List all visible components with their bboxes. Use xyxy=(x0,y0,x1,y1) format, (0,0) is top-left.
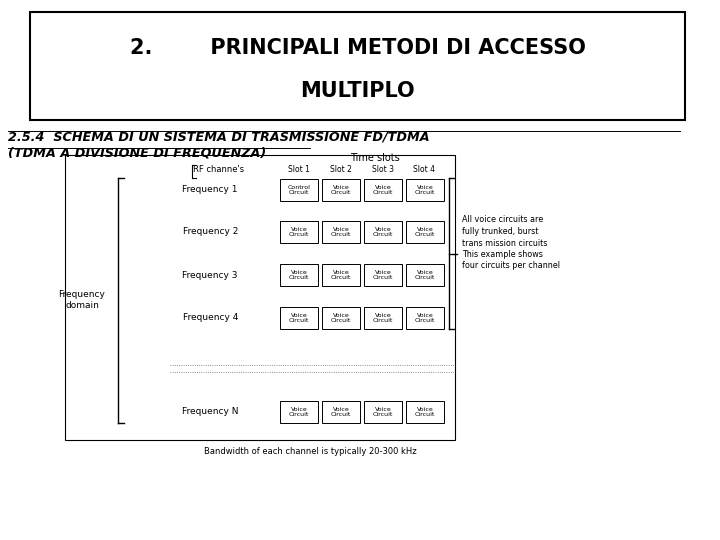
Text: Voice
Circuit: Voice Circuit xyxy=(415,407,435,417)
Text: Time slots: Time slots xyxy=(350,153,400,163)
Text: Frequency 4: Frequency 4 xyxy=(183,314,238,322)
Bar xyxy=(406,179,444,201)
Text: Voice
Circuit: Voice Circuit xyxy=(330,313,351,323)
Text: Voice
Circuit: Voice Circuit xyxy=(373,407,393,417)
Bar xyxy=(280,264,318,286)
Text: MULTIPLO: MULTIPLO xyxy=(300,81,415,101)
Text: Voice
Circuit: Voice Circuit xyxy=(289,269,309,280)
Bar xyxy=(364,401,402,423)
Bar xyxy=(322,221,360,243)
Bar xyxy=(364,221,402,243)
Bar xyxy=(280,179,318,201)
Bar xyxy=(406,401,444,423)
Text: Frequency 1: Frequency 1 xyxy=(182,186,238,194)
Text: Frequency N: Frequency N xyxy=(181,408,238,416)
Text: Voice
Circuit: Voice Circuit xyxy=(373,227,393,238)
Text: Voice
Circuit: Voice Circuit xyxy=(373,313,393,323)
Text: 2.        PRINCIPALI METODI DI ACCESSO: 2. PRINCIPALI METODI DI ACCESSO xyxy=(130,38,585,58)
Text: Voice
Circuit: Voice Circuit xyxy=(415,313,435,323)
Bar xyxy=(364,264,402,286)
Text: four circuits per channel: four circuits per channel xyxy=(462,261,560,271)
Bar xyxy=(406,221,444,243)
Bar xyxy=(322,307,360,329)
Text: Voice
Circuit: Voice Circuit xyxy=(330,407,351,417)
Bar xyxy=(280,401,318,423)
Text: Voice
Circuit: Voice Circuit xyxy=(373,269,393,280)
Bar xyxy=(280,307,318,329)
Text: Frequency 2: Frequency 2 xyxy=(183,227,238,237)
Text: Voice
Circuit: Voice Circuit xyxy=(289,313,309,323)
Text: Slot 1: Slot 1 xyxy=(288,165,310,174)
Text: Slot 3: Slot 3 xyxy=(372,165,394,174)
Text: Frequency
domain: Frequency domain xyxy=(58,291,105,310)
Text: (TDMA A DIVISIONE DI FREQUENZA): (TDMA A DIVISIONE DI FREQUENZA) xyxy=(8,147,266,160)
Bar xyxy=(406,307,444,329)
Bar xyxy=(364,179,402,201)
Text: Voice
Circuit: Voice Circuit xyxy=(415,185,435,195)
Text: This example shows: This example shows xyxy=(462,250,543,259)
FancyBboxPatch shape xyxy=(30,12,685,120)
Text: Voice
Circuit: Voice Circuit xyxy=(330,227,351,238)
Text: Voice
Circuit: Voice Circuit xyxy=(289,407,309,417)
Text: RF channe's: RF channe's xyxy=(193,165,244,174)
Bar xyxy=(322,264,360,286)
Text: Voice
Circuit: Voice Circuit xyxy=(330,269,351,280)
Bar xyxy=(322,179,360,201)
Text: Control
Circuit: Control Circuit xyxy=(287,185,310,195)
Text: Slot 4: Slot 4 xyxy=(413,165,435,174)
Text: fully trunked, burst: fully trunked, burst xyxy=(462,227,539,236)
Text: trans mission circuits: trans mission circuits xyxy=(462,239,547,247)
Text: Voice
Circuit: Voice Circuit xyxy=(330,185,351,195)
Text: Frequency 3: Frequency 3 xyxy=(182,271,238,280)
Text: Voice
Circuit: Voice Circuit xyxy=(373,185,393,195)
Text: 2.5.4  SCHEMA DI UN SISTEMA DI TRASMISSIONE FD/TDMA: 2.5.4 SCHEMA DI UN SISTEMA DI TRASMISSIO… xyxy=(8,130,430,143)
Text: Voice
Circuit: Voice Circuit xyxy=(289,227,309,238)
Text: Slot 2: Slot 2 xyxy=(330,165,352,174)
Bar xyxy=(280,221,318,243)
Text: All voice circuits are: All voice circuits are xyxy=(462,215,544,225)
Text: Bandwidth of each channel is typically 20-300 kHz: Bandwidth of each channel is typically 2… xyxy=(204,448,416,456)
Text: Voice
Circuit: Voice Circuit xyxy=(415,227,435,238)
Bar xyxy=(322,401,360,423)
Text: Voice
Circuit: Voice Circuit xyxy=(415,269,435,280)
Bar xyxy=(406,264,444,286)
Bar xyxy=(364,307,402,329)
